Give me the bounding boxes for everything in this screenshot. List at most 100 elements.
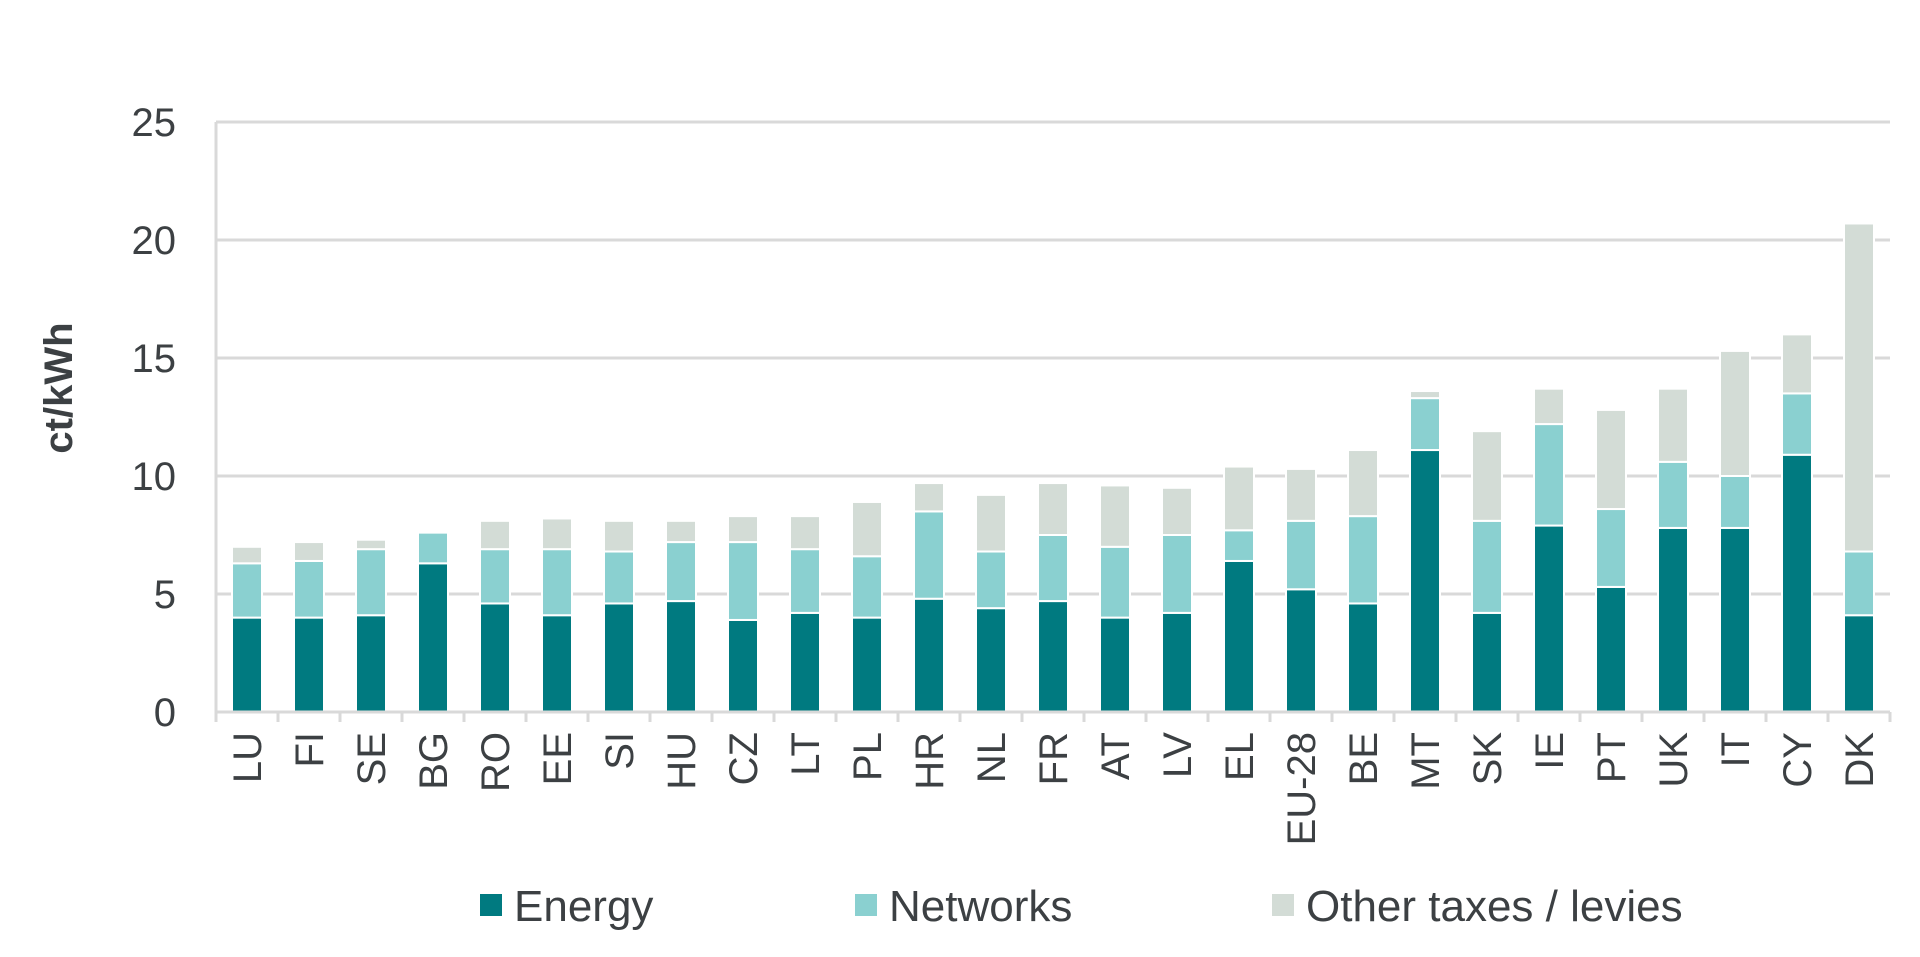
bar-networks-dk — [1843, 550, 1875, 617]
bar-other-taxes-levies-hr — [913, 482, 945, 513]
bar-networks-fi — [293, 559, 325, 619]
x-tick-label: EE — [536, 732, 580, 785]
bar-networks-bg — [417, 531, 449, 565]
bar-networks-se — [355, 548, 387, 617]
bar-other-taxes-levies-cy — [1781, 333, 1813, 395]
bar-networks-mt — [1409, 397, 1441, 452]
legend-swatch-networks — [855, 894, 877, 916]
y-tick-label: 25 — [132, 101, 177, 145]
x-tick-label: NL — [970, 732, 1014, 783]
bar-other-taxes-levies-fi — [293, 541, 325, 562]
bar-energy-pt — [1595, 585, 1627, 713]
bar-other-taxes-levies-lv — [1161, 486, 1193, 536]
legend-swatch-other-taxes-levies — [1272, 894, 1294, 916]
legend-label-networks: Networks — [889, 882, 1072, 931]
legend-label-energy: Energy — [514, 882, 653, 931]
x-tick-label: PL — [846, 732, 890, 781]
bar-energy-el — [1223, 559, 1255, 714]
y-axis-tick-labels: 0 5 10 15 20 25 — [132, 101, 177, 735]
bar-energy-pl — [851, 616, 883, 713]
bar-other-taxes-levies-dk — [1843, 222, 1875, 553]
bar-other-taxes-levies-cz — [727, 515, 759, 544]
bar-networks-sk — [1471, 519, 1503, 614]
bar-energy-cz — [727, 618, 759, 714]
bar-energy-sk — [1471, 611, 1503, 714]
x-tick-label: MT — [1404, 732, 1448, 790]
bar-other-taxes-levies-ie — [1533, 387, 1565, 426]
x-tick-label: BE — [1342, 732, 1386, 785]
bar-networks-hu — [665, 541, 697, 603]
bar-energy-lu — [231, 616, 263, 713]
bar-networks-si — [603, 550, 635, 605]
x-tick-label: IT — [1714, 732, 1758, 768]
bar-other-taxes-levies-hu — [665, 519, 697, 544]
bar-energy-nl — [975, 607, 1007, 713]
bar-energy-ee — [541, 614, 573, 713]
bar-other-taxes-levies-it — [1719, 349, 1751, 478]
bar-networks-lu — [231, 562, 263, 619]
bar-energy-fr — [1037, 600, 1069, 714]
x-tick-label: RO — [474, 732, 518, 792]
x-tick-label: CZ — [722, 732, 766, 785]
bar-networks-lv — [1161, 534, 1193, 614]
bar-networks-hr — [913, 510, 945, 600]
y-tick-label: 10 — [132, 455, 177, 499]
y-tick-label: 0 — [154, 691, 176, 735]
x-tick-label: FI — [288, 732, 332, 768]
bar-networks-cy — [1781, 392, 1813, 456]
bar-networks-at — [1099, 545, 1131, 619]
bar-other-taxes-levies-lt — [789, 515, 821, 551]
bar-energy-se — [355, 614, 387, 713]
bar-networks-eu-28 — [1285, 519, 1317, 591]
bar-other-taxes-levies-ee — [541, 517, 573, 551]
legend-swatch-energy — [480, 894, 502, 916]
bars — [231, 222, 1875, 714]
x-tick-label: PT — [1590, 732, 1634, 783]
bar-energy-mt — [1409, 449, 1441, 713]
y-tick-label: 20 — [132, 219, 177, 263]
bar-energy-hr — [913, 597, 945, 713]
x-tick-label: LT — [784, 732, 828, 776]
bar-other-taxes-levies-be — [1347, 449, 1379, 518]
y-axis-label: ct/kWh — [37, 322, 81, 453]
bar-other-taxes-levies-se — [355, 538, 387, 551]
bar-other-taxes-levies-eu-28 — [1285, 467, 1317, 522]
bar-networks-be — [1347, 515, 1379, 605]
x-tick-label: DK — [1838, 732, 1882, 788]
bar-other-taxes-levies-fr — [1037, 482, 1069, 536]
bar-other-taxes-levies-pl — [851, 500, 883, 558]
x-tick-label: LV — [1156, 732, 1200, 778]
bar-energy-it — [1719, 526, 1751, 713]
bar-other-taxes-levies-uk — [1657, 387, 1689, 463]
bar-energy-be — [1347, 602, 1379, 713]
bar-energy-fi — [293, 616, 325, 713]
bar-energy-dk — [1843, 614, 1875, 713]
bar-other-taxes-levies-si — [603, 519, 635, 553]
bar-energy-ie — [1533, 524, 1565, 713]
bar-energy-lt — [789, 611, 821, 714]
legend: Energy Networks Other taxes / levies — [480, 882, 1683, 931]
bar-networks-pl — [851, 555, 883, 619]
bar-other-taxes-levies-pt — [1595, 408, 1627, 511]
x-tick-label: UK — [1652, 732, 1696, 788]
y-tick-label: 5 — [154, 573, 176, 617]
x-tick-label: SE — [350, 732, 394, 785]
bar-other-taxes-levies-nl — [975, 493, 1007, 553]
bar-other-taxes-levies-at — [1099, 484, 1131, 548]
bar-energy-lv — [1161, 611, 1193, 714]
bar-other-taxes-levies-sk — [1471, 430, 1503, 522]
x-tick-label: CY — [1776, 732, 1820, 788]
bar-energy-uk — [1657, 526, 1689, 713]
x-axis-tick-labels: LU FI SE BG RO EE SI HU CZ LT PL HR NL FR AT LV EL EU-28 B… — [226, 732, 1882, 846]
x-tick-label: BG — [412, 732, 456, 790]
x-tick-label: SI — [598, 732, 642, 770]
x-tick-label: HR — [908, 732, 952, 790]
x-tick-label: EU-28 — [1280, 732, 1324, 845]
bar-networks-cz — [727, 541, 759, 621]
bar-energy-si — [603, 602, 635, 713]
bar-energy-cy — [1781, 453, 1813, 713]
legend-label-other-taxes-levies: Other taxes / levies — [1306, 882, 1683, 931]
x-tick-label: AT — [1094, 732, 1138, 780]
x-tick-label: FR — [1032, 732, 1076, 785]
